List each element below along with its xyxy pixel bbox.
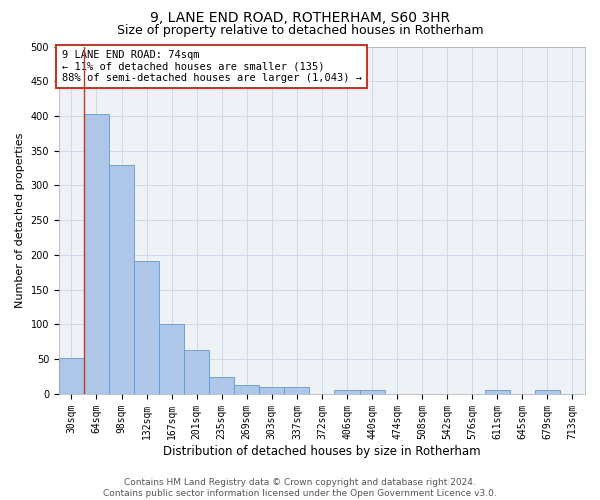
- Bar: [334, 390, 359, 394]
- Bar: [59, 358, 84, 394]
- Bar: [485, 390, 510, 394]
- Bar: [259, 387, 284, 394]
- Text: 9, LANE END ROAD, ROTHERHAM, S60 3HR: 9, LANE END ROAD, ROTHERHAM, S60 3HR: [150, 11, 450, 25]
- Bar: [209, 376, 234, 394]
- Bar: [84, 114, 109, 394]
- Text: Size of property relative to detached houses in Rotherham: Size of property relative to detached ho…: [116, 24, 484, 37]
- Y-axis label: Number of detached properties: Number of detached properties: [15, 132, 25, 308]
- Text: 9 LANE END ROAD: 74sqm
← 11% of detached houses are smaller (135)
88% of semi-de: 9 LANE END ROAD: 74sqm ← 11% of detached…: [62, 50, 362, 83]
- Text: Contains HM Land Registry data © Crown copyright and database right 2024.
Contai: Contains HM Land Registry data © Crown c…: [103, 478, 497, 498]
- Bar: [134, 260, 159, 394]
- Bar: [184, 350, 209, 394]
- Bar: [109, 164, 134, 394]
- Bar: [159, 324, 184, 394]
- Bar: [535, 390, 560, 394]
- X-axis label: Distribution of detached houses by size in Rotherham: Distribution of detached houses by size …: [163, 444, 481, 458]
- Bar: [234, 385, 259, 394]
- Bar: [284, 387, 310, 394]
- Bar: [359, 390, 385, 394]
